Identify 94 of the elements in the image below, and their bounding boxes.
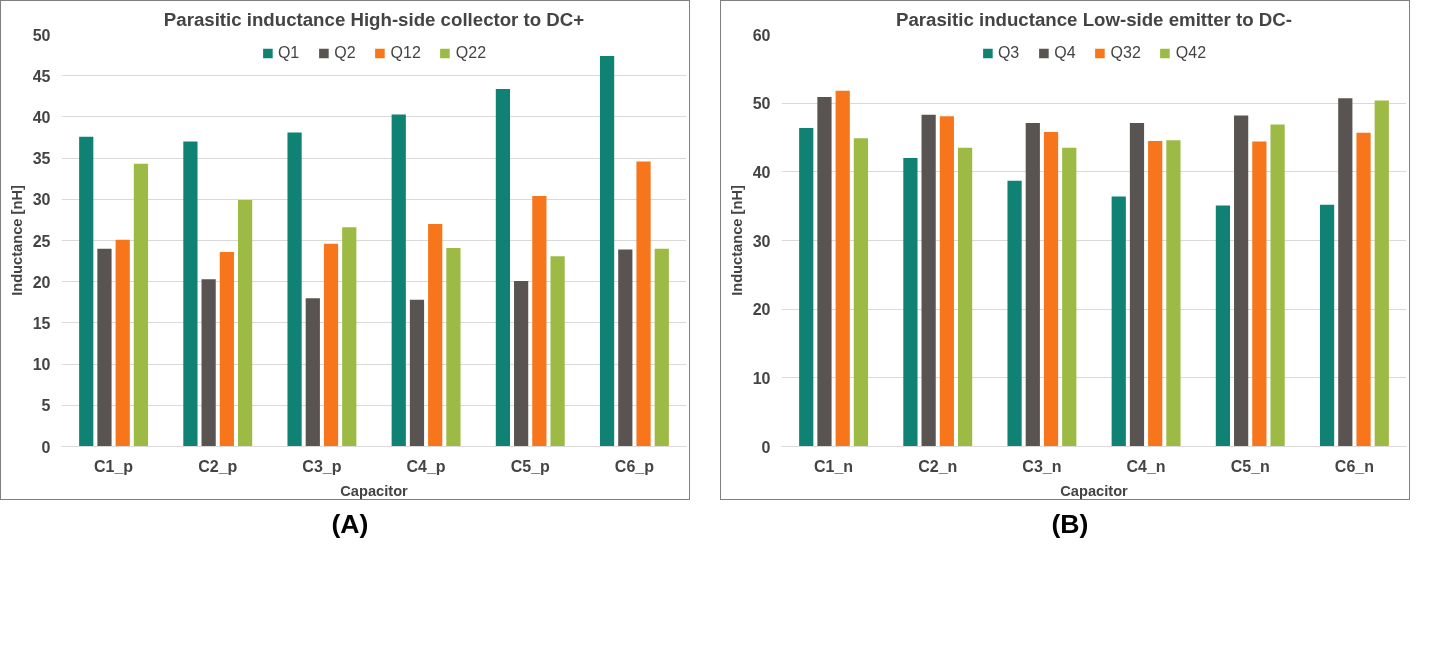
y-tick-label: 10 [32,356,51,374]
bar [921,114,936,447]
x-axis-title: Capacitor [1060,482,1129,499]
chart-title: Parasitic inductance High-side collector to DC+ [163,8,585,30]
bar [1062,147,1077,447]
x-tick-label: C4_p [406,457,446,475]
bar [1338,98,1353,447]
legend-label: Q3 [997,44,1020,62]
y-tick-label: 20 [752,301,771,319]
bar [853,138,869,447]
x-tick-label: C4_n [1126,457,1166,475]
y-tick-label: 5 [41,397,51,415]
y-tick-label: 35 [32,150,51,168]
bar [799,127,814,447]
bar [305,298,320,447]
bar [1166,140,1181,447]
bar [618,249,633,447]
y-tick-label: 45 [32,67,51,85]
y-tick-label: 0 [761,438,771,456]
y-axis-title: Inductance [nH] [8,185,25,296]
bar [287,132,302,447]
bar [97,248,112,447]
bar [654,248,669,447]
bar [391,114,406,447]
legend-label: Q22 [455,44,487,62]
y-tick-label: 0 [41,438,51,456]
bar [446,247,461,447]
bar [939,116,954,447]
x-tick-label: C2_p [198,457,238,475]
bar [1148,140,1163,447]
y-tick-label: 40 [752,163,771,181]
legend-label: Q12 [390,44,421,62]
x-tick-label: C6_n [1334,457,1374,475]
bar [532,196,547,447]
y-tick-label: 10 [752,369,771,387]
x-tick-label: C6_p [614,457,655,475]
bar [323,243,339,447]
bar [1007,180,1022,447]
bar [1252,141,1267,447]
text: (B) [1051,508,1089,541]
y-tick-label: 50 [752,95,771,113]
bar [817,96,832,447]
x-tick-label: C3_n [1022,457,1062,475]
y-tick-label: 30 [752,232,771,250]
bar [201,279,216,447]
x-tick-label: C2_n [918,457,958,475]
bar [1234,115,1249,447]
bar [428,224,443,447]
legend-label: Q42 [1175,44,1207,62]
y-tick-label: 15 [32,314,51,332]
bar [79,136,94,447]
bar [1129,123,1145,447]
legend-label: Q4 [1054,44,1076,62]
x-tick-label: C3_p [302,457,342,475]
y-tick-label: 60 [752,26,771,44]
bar [636,161,651,447]
bar [903,158,918,447]
x-tick-label: C1_p [94,457,134,475]
bar [1215,205,1231,447]
x-tick-label: C5_p [510,457,551,475]
y-tick-label: 20 [32,273,51,291]
y-axis-title: Inductance [nH] [728,185,745,296]
bar [599,55,615,447]
y-tick-label: 30 [32,191,51,209]
bar [514,280,529,447]
bar [1043,132,1059,447]
chart-title: Parasitic inductance Low-side emitter to DC- [896,8,1293,30]
bar [1270,124,1285,447]
x-axis-title: Capacitor [340,482,409,499]
bar [133,163,149,447]
bar [115,239,130,447]
bar [495,88,511,447]
bar [1374,100,1389,447]
legend-label: Q2 [334,44,356,62]
bar [342,227,357,447]
bar [183,141,198,447]
bar [219,252,234,447]
bar [237,200,253,447]
bar [409,299,425,447]
text: (A) [331,508,369,541]
bar [835,90,850,447]
y-tick-label: 25 [32,232,51,250]
legend-label: Q32 [1110,44,1141,62]
legend-label: Q1 [277,44,300,62]
bar [550,256,565,447]
bar [1025,123,1040,447]
bar [957,147,973,447]
bar [1356,132,1371,447]
x-tick-label: C1_n [814,457,854,475]
x-tick-label: C5_n [1230,457,1270,475]
y-tick-label: 50 [32,26,51,44]
y-tick-label: 40 [32,108,51,126]
bar [1319,204,1335,447]
bar [1111,196,1126,447]
